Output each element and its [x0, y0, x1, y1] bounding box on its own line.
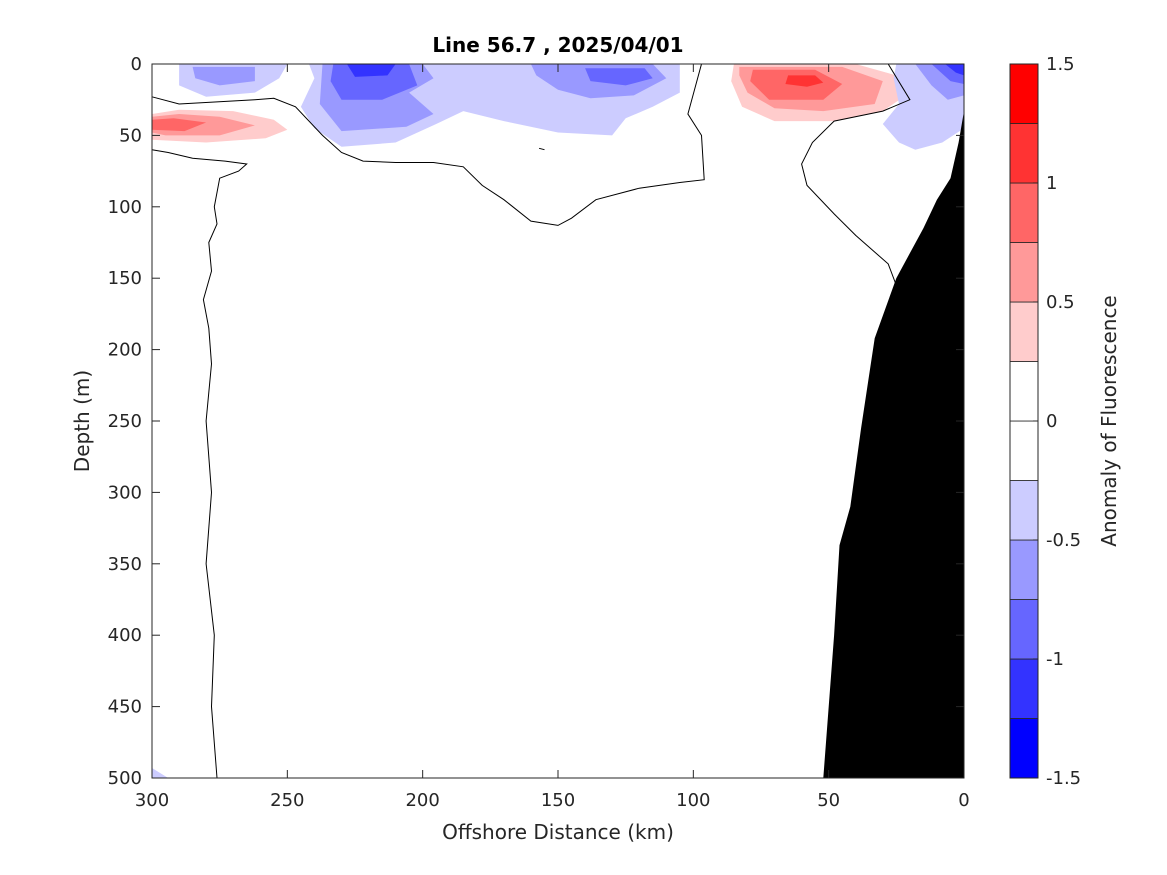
- y-tick-label: 150: [108, 268, 142, 289]
- x-tick-label: 200: [405, 790, 439, 811]
- colorbar-label: Anomaly of Fluorescence: [1097, 295, 1121, 546]
- y-axis: 0 50 100 150 200 250 300 350 400 450 500: [108, 54, 964, 789]
- chart-title: Line 56.7 , 2025/04/01: [432, 33, 683, 57]
- zero-contour-1: [151, 63, 705, 226]
- colorbar-swatch-6: [1009, 361, 1039, 422]
- x-tick-label: 300: [135, 790, 169, 811]
- y-tick-label: 300: [108, 482, 142, 503]
- colorbar-tick-label: 0: [1046, 411, 1057, 432]
- colorbar-swatch-0: [1009, 718, 1039, 779]
- anomaly-patches: [152, 64, 964, 778]
- y-tick-label: 500: [108, 768, 142, 789]
- x-axis: 300 250 200 150 100 50 0: [135, 64, 970, 811]
- y-tick-label: 50: [119, 125, 142, 146]
- colorbar-swatch-9: [1009, 182, 1039, 243]
- zero-contour-3: [538, 147, 545, 151]
- zero-contour-0: [151, 149, 248, 779]
- colorbar-swatch-4: [1009, 480, 1039, 541]
- anomaly-patch-6: [785, 75, 824, 87]
- colorbar-swatch-5: [1009, 420, 1039, 481]
- anomaly-patch-8: [192, 66, 255, 86]
- colorbar-swatch-2: [1009, 599, 1039, 660]
- colorbar-tick-label: 0.5: [1046, 292, 1075, 313]
- y-tick-label: 250: [108, 411, 142, 432]
- y-tick-label: 0: [131, 54, 142, 75]
- colorbar-swatch-7: [1009, 301, 1039, 362]
- colorbar-tick-label: -0.5: [1046, 530, 1081, 551]
- x-axis-label: Offshore Distance (km): [442, 820, 674, 844]
- colorbar-tick-label: -1: [1046, 649, 1064, 670]
- colorbar-swatch-11: [1009, 63, 1039, 124]
- colorbar-swatch-3: [1009, 539, 1039, 600]
- colorbar-tick-label: 1: [1046, 173, 1057, 194]
- x-tick-label: 100: [676, 790, 710, 811]
- x-tick-label: 250: [270, 790, 304, 811]
- seafloor-bathymetry: [823, 111, 964, 779]
- colorbar-tick-label: 1.5: [1046, 54, 1075, 75]
- anomaly-patch-2: [152, 118, 207, 132]
- anomaly-patch-12: [346, 64, 396, 77]
- y-tick-label: 400: [108, 625, 142, 646]
- x-tick-label: 0: [958, 790, 969, 811]
- colorbar: -1.5 -1 -0.5 0 0.5 1 1.5: [1009, 54, 1081, 789]
- colorbar-tick-label: -1.5: [1046, 768, 1081, 789]
- anomaly-patch-19: [152, 768, 169, 778]
- x-tick-label: 50: [817, 790, 840, 811]
- colorbar-swatch-10: [1009, 123, 1039, 184]
- anomaly-patch-18: [945, 64, 964, 76]
- colorbar-swatch-1: [1009, 658, 1039, 719]
- anomaly-patch-14: [585, 68, 653, 86]
- y-axis-label: Depth (m): [70, 370, 94, 472]
- y-tick-label: 200: [108, 340, 142, 361]
- colorbar-swatch-8: [1009, 242, 1039, 303]
- x-tick-label: 150: [541, 790, 575, 811]
- seafloor-polygon: [823, 111, 964, 779]
- anomaly-patch-11: [330, 64, 418, 100]
- y-tick-label: 350: [108, 554, 142, 575]
- y-tick-label: 450: [108, 697, 142, 718]
- zero-contours: [151, 63, 911, 779]
- y-tick-label: 100: [108, 197, 142, 218]
